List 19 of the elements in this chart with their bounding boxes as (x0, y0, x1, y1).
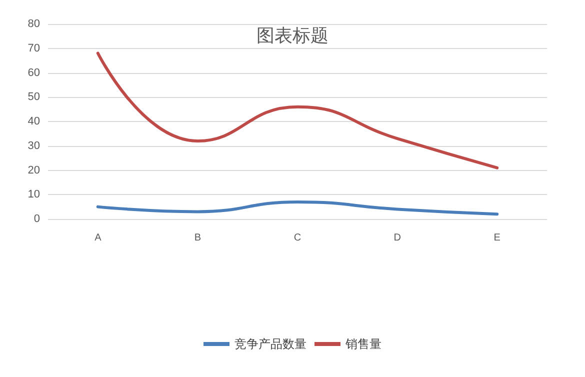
y-tick-label: 40 (28, 116, 40, 128)
y-tick-label: 10 (28, 188, 40, 201)
chart-title: 图表标题 (256, 26, 328, 46)
y-tick-label: 60 (28, 66, 40, 79)
y-tick-label: 0 (34, 213, 40, 225)
y-tick-label: 50 (28, 91, 40, 104)
x-tick-label: B (194, 232, 202, 244)
legend-label: 销售量 (344, 337, 382, 351)
line-series (96, 200, 499, 216)
x-tick-label: D (394, 232, 401, 244)
line-series (96, 52, 499, 170)
legend-label: 竞争产品数量 (234, 337, 306, 351)
y-tick-label: 70 (28, 42, 40, 54)
y-tick-label: 30 (28, 140, 40, 152)
x-tick-label: A (94, 232, 102, 244)
y-tick-label: 80 (28, 18, 40, 30)
x-tick-label: E (494, 232, 501, 244)
y-tick-label: 20 (28, 164, 40, 176)
x-tick-label: C (294, 232, 302, 244)
